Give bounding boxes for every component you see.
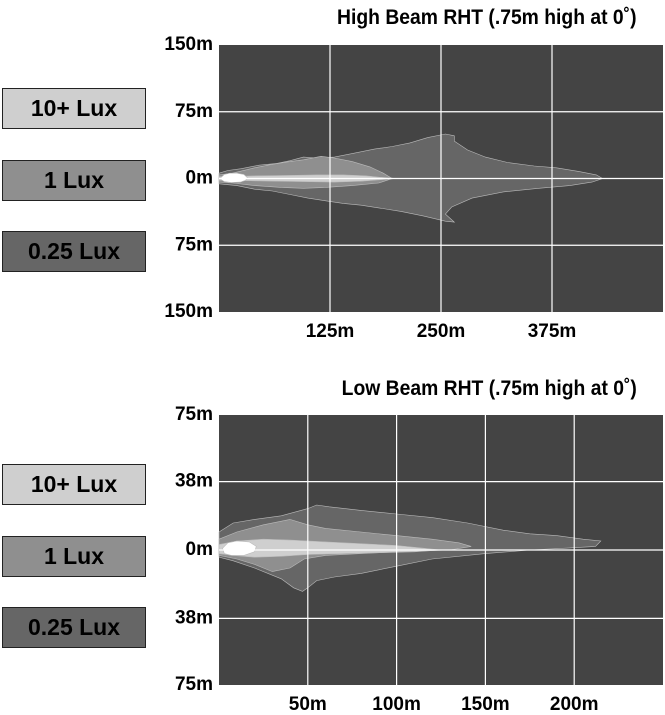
high-beam-xtick-label: 375m bbox=[528, 321, 577, 342]
high-beam-xtick-label: 125m bbox=[306, 321, 355, 342]
high-beam-area-hotspot bbox=[220, 172, 248, 183]
low-beam-ytick-label: 0m bbox=[186, 539, 213, 560]
high-beam-ytick-label: 150m bbox=[164, 34, 213, 55]
low-beam-ytick-label: 38m bbox=[175, 471, 213, 492]
high-beam-ytick-label: 75m bbox=[175, 101, 213, 122]
legend-10-lux: 10+ Lux bbox=[2, 464, 146, 505]
low-beam-xtick-label: 200m bbox=[550, 694, 599, 715]
low-beam-xtick-label: 150m bbox=[461, 694, 510, 715]
high-beam-ytick-label: 75m bbox=[175, 234, 213, 255]
legend-1-lux: 1 Lux bbox=[2, 536, 146, 577]
low-beam-xtick-label: 50m bbox=[289, 694, 327, 715]
low-beam-ytick-label: 75m bbox=[175, 674, 213, 695]
high-beam-xtick-label: 250m bbox=[417, 321, 466, 342]
legend-10-lux: 10+ Lux bbox=[2, 88, 146, 129]
low-beam-xtick-label: 100m bbox=[372, 694, 421, 715]
high-beam-plot: 150m 75m 0m 75m 150m 125m 250m 375m bbox=[164, 34, 663, 342]
low-beam-area-hotspot bbox=[222, 540, 257, 556]
high-beam-ytick-label: 0m bbox=[186, 168, 213, 189]
low-beam-ytick-label: 75m bbox=[175, 404, 213, 425]
low-beam-area-10-lux bbox=[218, 538, 442, 558]
low-beam-ytick-label: 38m bbox=[175, 607, 213, 628]
high-beam-ytick-label: 150m bbox=[164, 301, 213, 322]
legend-1-lux: 1 Lux bbox=[2, 160, 146, 201]
low-beam-plot: 75m 38m 0m 38m 75m 50m 100m 150m 200m bbox=[175, 404, 663, 715]
legend-025-lux: 0.25 Lux bbox=[2, 231, 146, 272]
legend-025-lux: 0.25 Lux bbox=[2, 607, 146, 648]
low-beam-title: Low Beam RHT (.75m high at 0˚) bbox=[341, 377, 637, 400]
high-beam-title: High Beam RHT (.75m high at 0˚) bbox=[337, 6, 637, 29]
